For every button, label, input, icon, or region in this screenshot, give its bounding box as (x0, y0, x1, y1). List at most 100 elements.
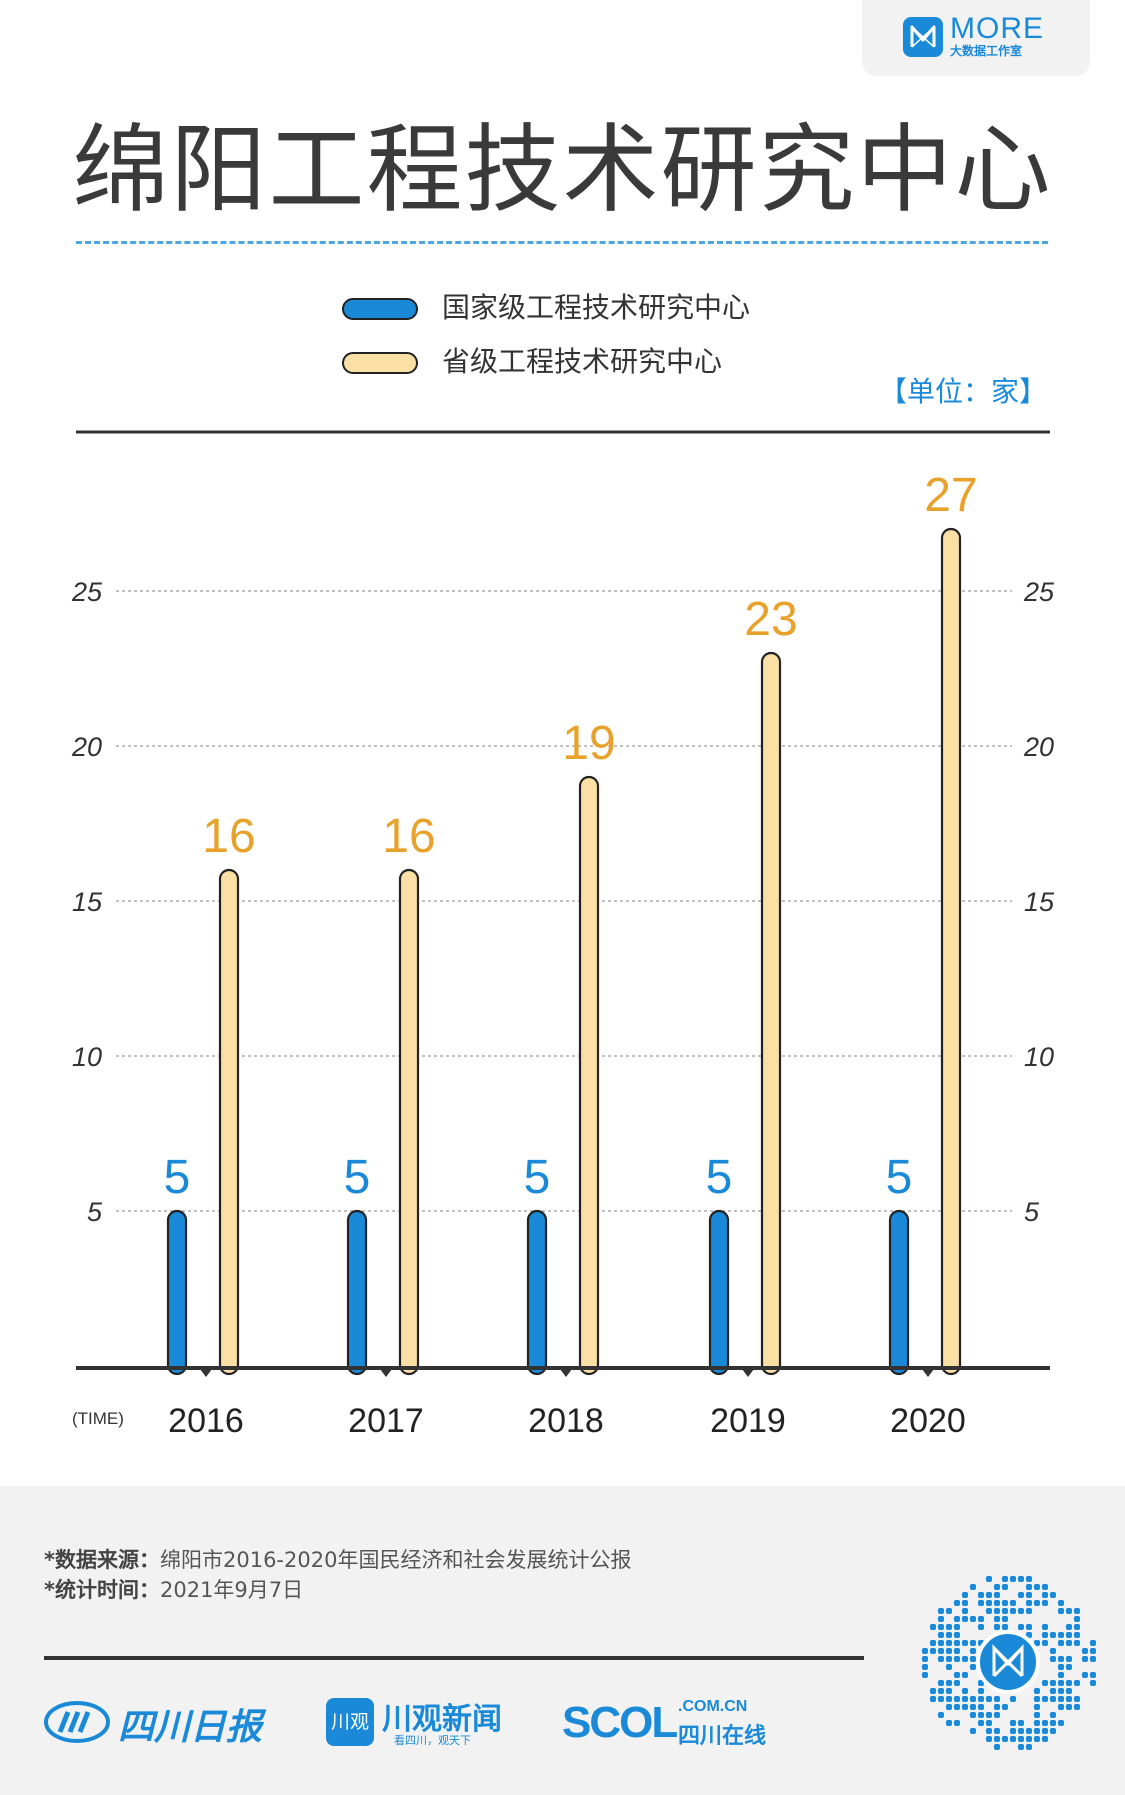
qr-dot (1050, 1720, 1056, 1726)
qr-dot (986, 1728, 992, 1734)
qr-dot (1026, 1592, 1032, 1598)
qr-dot (938, 1608, 944, 1614)
qr-dot (1074, 1632, 1080, 1638)
qr-dot (954, 1648, 960, 1654)
qr-dot (1058, 1672, 1064, 1678)
qr-dot (1074, 1640, 1080, 1646)
qr-dot (1034, 1600, 1040, 1606)
stat-time-label: *统计时间： (44, 1578, 160, 1602)
qr-dot (1074, 1696, 1080, 1702)
qr-code-icon (922, 1576, 1096, 1750)
data-source-text: 绵阳市2016-2020年国民经济和社会发展统计公报 (159, 1548, 632, 1572)
qr-dot (994, 1624, 1000, 1630)
qr-dot (1018, 1744, 1024, 1750)
qr-dot (946, 1720, 952, 1726)
qr-dot (970, 1640, 976, 1646)
qr-dot (986, 1736, 992, 1742)
qr-dot (1042, 1584, 1048, 1590)
qr-dot (1026, 1632, 1032, 1638)
brand-chuanguan-slogan: 看四川，观天下 (394, 1734, 471, 1747)
qr-dot (954, 1720, 960, 1726)
qr-dot (946, 1696, 952, 1702)
qr-dot (1018, 1592, 1024, 1598)
qr-dot (1034, 1728, 1040, 1734)
qr-dot (1058, 1640, 1064, 1646)
bar-provincial (940, 527, 962, 1376)
brand-sichuan-daily-name: 四川日报 (118, 1706, 263, 1748)
brand-scol-sub: 四川在线 (678, 1724, 767, 1749)
qr-dot (970, 1616, 976, 1622)
qr-dot (1050, 1592, 1056, 1598)
brand-chuanguan-name: 川观新闻 (382, 1702, 502, 1737)
bar-provincial (578, 775, 600, 1376)
qr-dot (938, 1648, 944, 1654)
qr-dot (946, 1664, 952, 1670)
qr-dot (978, 1616, 984, 1622)
qr-dot (938, 1632, 944, 1638)
qr-dot (962, 1696, 968, 1702)
qr-dot (1026, 1576, 1032, 1582)
qr-dot (1042, 1696, 1048, 1702)
qr-dot (1050, 1680, 1056, 1686)
brand-scol-name: SCOL (562, 1698, 678, 1747)
bar-national (888, 1209, 910, 1376)
qr-dot (1050, 1728, 1056, 1734)
qr-dot (1082, 1648, 1088, 1654)
qr-dot (954, 1656, 960, 1662)
qr-dot (1010, 1736, 1016, 1742)
qr-dot (1034, 1688, 1040, 1694)
chuanguan-badge-icon: 川观 (326, 1698, 374, 1746)
qr-dot (1074, 1616, 1080, 1622)
qr-dot (1042, 1720, 1048, 1726)
qr-dot (994, 1736, 1000, 1742)
qr-dot (978, 1592, 984, 1598)
qr-dot (946, 1656, 952, 1662)
qr-dot (1050, 1696, 1056, 1702)
qr-dot (922, 1656, 928, 1662)
qr-dot (970, 1704, 976, 1710)
qr-dot (1090, 1656, 1096, 1662)
qr-dot (1090, 1640, 1096, 1646)
qr-dot (938, 1624, 944, 1630)
qr-dot (930, 1688, 936, 1694)
bar-national (346, 1209, 368, 1376)
qr-dot (1042, 1736, 1048, 1742)
qr-dot (970, 1712, 976, 1718)
qr-dot (1058, 1688, 1064, 1694)
qr-dot (954, 1640, 960, 1646)
page-title: 绵阳工程技术研究中心 (72, 114, 1053, 226)
x-tick-notch (742, 1369, 754, 1377)
qr-dot (930, 1648, 936, 1654)
qr-dot (994, 1616, 1000, 1622)
qr-dot (946, 1704, 952, 1710)
data-source: *数据来源：绵阳市2016-2020年国民经济和社会发展统计公报 (44, 1546, 631, 1574)
brand-scol-domain: .COM.CN (678, 1698, 748, 1715)
qr-dot (1082, 1672, 1088, 1678)
qr-dot (962, 1608, 968, 1614)
qr-dot (962, 1616, 968, 1622)
qr-dot (1066, 1656, 1072, 1662)
qr-dot (922, 1664, 928, 1670)
qr-dot (1010, 1576, 1016, 1582)
bar-provincial (760, 651, 782, 1376)
qr-dot (946, 1624, 952, 1630)
qr-dot (1042, 1632, 1048, 1638)
qr-dot (1058, 1664, 1064, 1670)
qr-dot (1026, 1736, 1032, 1742)
qr-dot (1058, 1632, 1064, 1638)
y-tick-label-right: 20 (1023, 732, 1054, 762)
qr-dot (1042, 1728, 1048, 1734)
qr-dot (946, 1680, 952, 1686)
qr-dot (1010, 1608, 1016, 1614)
qr-dot (1074, 1624, 1080, 1630)
y-tick-label-left: 15 (72, 887, 103, 917)
qr-dot (946, 1608, 952, 1614)
qr-dot (986, 1712, 992, 1718)
qr-dot (1010, 1600, 1016, 1606)
stat-time: *统计时间：2021年9月7日 (44, 1576, 303, 1604)
qr-dot (1034, 1696, 1040, 1702)
qr-dot (962, 1704, 968, 1710)
qr-dot (1066, 1664, 1072, 1670)
qr-dot (922, 1648, 928, 1654)
qr-dot (970, 1728, 976, 1734)
